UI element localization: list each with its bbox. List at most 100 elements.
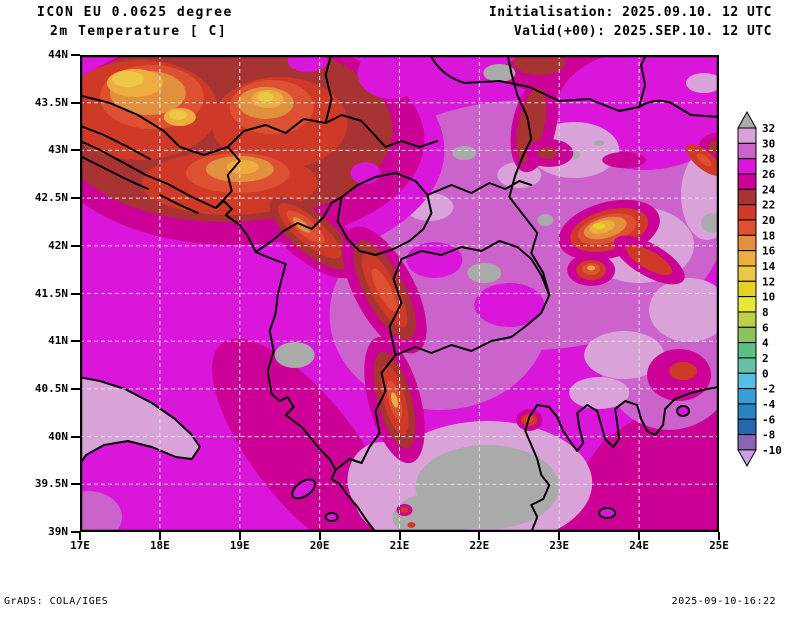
y-axis-label: 40.5N <box>34 381 68 395</box>
y-axis-label: 42.5N <box>34 191 68 205</box>
temperature-field <box>80 55 719 532</box>
temperature-map-svg <box>80 55 719 532</box>
colorbar-label: -6 <box>762 413 776 426</box>
colorbar-label: -2 <box>762 383 775 396</box>
colorbar-segment <box>737 188 757 206</box>
colorbar-segment <box>737 219 757 236</box>
colorbar-label: 10 <box>762 291 775 304</box>
border-macedonia-serbia <box>400 240 551 296</box>
y-axis-tick <box>71 435 80 438</box>
variable-title: 2m Temperature [ C] <box>50 24 228 39</box>
y-axis-label: 41N <box>48 334 68 348</box>
y-axis-tick <box>71 244 80 247</box>
aegean-coastline <box>524 386 719 532</box>
model-title: ICON EU 0.0625 degree <box>37 5 233 20</box>
valid-time: Valid(+00): 2025.SEP.10. 12 UTC <box>513 24 772 39</box>
border-kosovo <box>336 172 433 256</box>
border-north-spur <box>324 55 333 124</box>
x-axis-tick <box>478 532 481 540</box>
y-axis-label: 39N <box>48 525 68 538</box>
x-axis-label: 18E <box>149 539 170 552</box>
y-axis-label: 41.5N <box>34 286 68 300</box>
border-danube <box>429 55 719 118</box>
x-axis-label: 23E <box>549 539 570 552</box>
colorbar-label: 26 <box>762 168 776 181</box>
colorbar-segment <box>737 434 757 451</box>
colorbar-label: 4 <box>762 337 769 350</box>
x-axis-tick <box>238 532 241 540</box>
y-axis-label: 43N <box>48 143 68 157</box>
grid-lines <box>80 55 719 532</box>
colorbar-arrow <box>737 110 757 129</box>
x-axis-label: 20E <box>309 539 330 552</box>
y-axis-tick <box>71 292 80 295</box>
x-axis-tick <box>79 532 81 540</box>
x-axis-label: 25E <box>709 539 729 552</box>
y-axis-tick <box>71 531 80 533</box>
colorbar-label: 18 <box>762 229 775 242</box>
colorbar-segment <box>737 388 757 405</box>
dalmatian-islands <box>80 124 151 160</box>
colorbar-segment <box>737 204 757 221</box>
colorbar-segment <box>737 158 757 175</box>
colorbar-segment <box>737 357 757 374</box>
colorbar-segment <box>737 127 757 144</box>
colorbar-label: 30 <box>762 137 775 150</box>
colorbar-label: 28 <box>762 153 775 166</box>
colorbar-label: 16 <box>762 245 776 258</box>
colorbar-segment <box>737 403 757 420</box>
x-axis-label: 21E <box>389 539 410 552</box>
colorbar-segment <box>737 372 757 390</box>
sporades-island <box>598 507 617 519</box>
colorbar-label: 2 <box>762 352 769 365</box>
creation-timestamp: 2025-09-10-16:22 <box>671 596 776 607</box>
y-axis-tick <box>71 387 80 390</box>
y-axis-tick <box>71 101 80 104</box>
colorbar-label: 22 <box>762 199 775 212</box>
x-axis-tick <box>638 532 641 540</box>
corfu-island <box>291 478 317 500</box>
colorbar-segment <box>737 173 757 190</box>
coastlines-and-borders <box>80 55 719 532</box>
map-frame <box>80 55 719 532</box>
colorbar-label: -10 <box>762 444 782 457</box>
y-axis-label: 39.5N <box>34 477 68 491</box>
y-axis-label: 40N <box>48 429 68 443</box>
border-montenegro-albania <box>254 196 343 253</box>
y-axis-tick <box>71 54 80 56</box>
italy-heel-coastline <box>80 376 201 466</box>
colorbar-segment <box>737 280 757 298</box>
y-axis-label: 44N <box>48 48 68 61</box>
colorbar-segment <box>737 296 757 313</box>
border-montenegro-bosnia <box>214 146 241 209</box>
x-axis-label: 19E <box>229 539 250 552</box>
x-axis-tick <box>158 532 161 540</box>
x-axis-label: 22E <box>469 539 490 552</box>
grads-credit: GrADS: COLA/IGES <box>4 596 109 607</box>
border-serbia-bulgaria <box>506 55 551 296</box>
colorbar-label: 8 <box>762 306 769 319</box>
colorbar-segment <box>737 250 757 267</box>
initialisation-time: Initialisation: 2025.09.10. 12 UTC <box>488 5 772 20</box>
colorbar-label: 20 <box>762 214 775 227</box>
y-axis-tick <box>71 340 80 343</box>
y-axis-label: 43.5N <box>34 95 68 109</box>
colorbar-segment <box>737 342 757 359</box>
y-axis-tick <box>71 483 80 486</box>
colorbar-label: 6 <box>762 321 769 334</box>
x-axis-label: 24E <box>629 539 650 552</box>
colorbar-label: 32 <box>762 122 775 135</box>
border-macedonia-greece <box>394 294 551 356</box>
x-axis-tick <box>718 532 720 540</box>
colorbar-label: 24 <box>762 183 776 196</box>
colorbar-label: 0 <box>762 367 769 380</box>
y-axis-label: 42N <box>48 238 68 252</box>
colorbar-segment <box>737 265 757 282</box>
map-area <box>80 55 719 532</box>
x-axis-tick <box>558 532 561 540</box>
colorbar-label: 12 <box>762 275 775 288</box>
thasos-island <box>676 405 691 417</box>
small-island <box>324 512 339 522</box>
dalmatian-islands <box>80 154 149 190</box>
